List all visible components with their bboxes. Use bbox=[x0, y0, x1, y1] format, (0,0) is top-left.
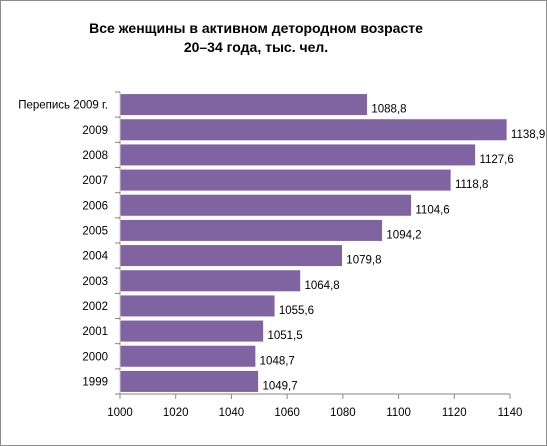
y-tick-label: Перепись 2009 г. bbox=[18, 100, 108, 112]
y-tick-label: 2004 bbox=[82, 251, 108, 263]
x-tick-label: 1040 bbox=[219, 407, 245, 419]
x-tick-label: 1120 bbox=[442, 407, 467, 419]
bar bbox=[119, 319, 264, 343]
bar bbox=[119, 93, 368, 116]
data-label: 1051,5 bbox=[267, 330, 302, 342]
y-tick-label: 2005 bbox=[82, 225, 108, 237]
bar bbox=[119, 219, 383, 242]
data-label: 1094,2 bbox=[386, 229, 421, 241]
bar bbox=[119, 294, 276, 318]
y-tick-label: 1999 bbox=[82, 376, 108, 388]
data-label: 1138,9 bbox=[511, 129, 545, 141]
bar bbox=[119, 168, 452, 192]
chart-title-line-2: 20–34 года, тыс. чел. bbox=[183, 39, 329, 55]
chart-title-line-1: Все женщины в активном детородном возрас… bbox=[89, 20, 423, 36]
y-tick-label: 2008 bbox=[82, 150, 108, 162]
x-tick-label: 1060 bbox=[274, 407, 300, 419]
x-tick-label: 1100 bbox=[386, 407, 411, 419]
data-label: 1064,8 bbox=[305, 280, 340, 292]
y-tick-label: 2000 bbox=[82, 351, 108, 363]
x-tick-label: 1020 bbox=[163, 407, 189, 419]
x-tick-label: 1080 bbox=[330, 407, 356, 419]
bar bbox=[119, 118, 508, 141]
y-tick-label: 2003 bbox=[82, 276, 108, 288]
bar bbox=[119, 244, 343, 267]
data-label: 1127,6 bbox=[479, 154, 513, 166]
chart-title: Все женщины в активном детородном возрас… bbox=[61, 19, 451, 57]
y-tick-label: 2007 bbox=[82, 175, 108, 187]
bar bbox=[119, 370, 259, 393]
data-label: 1118,8 bbox=[455, 179, 488, 191]
data-label: 1079,8 bbox=[346, 255, 381, 267]
data-label: 1104,6 bbox=[415, 204, 449, 216]
y-tick-label: 2002 bbox=[82, 301, 108, 313]
data-label: 1048,7 bbox=[260, 355, 295, 367]
y-tick-label: 2009 bbox=[82, 125, 108, 137]
bar bbox=[119, 143, 476, 167]
data-label: 1088,8 bbox=[371, 104, 406, 116]
y-tick-label: 2006 bbox=[82, 200, 108, 212]
data-label: 1049,7 bbox=[262, 380, 297, 392]
x-tick-label: 1000 bbox=[107, 407, 133, 419]
x-tick-label: 1140 bbox=[498, 407, 523, 419]
data-label: 1055,6 bbox=[279, 305, 314, 317]
bar bbox=[119, 269, 301, 292]
bar bbox=[119, 345, 256, 368]
bar bbox=[119, 194, 412, 217]
y-tick-label: 2001 bbox=[82, 326, 108, 338]
